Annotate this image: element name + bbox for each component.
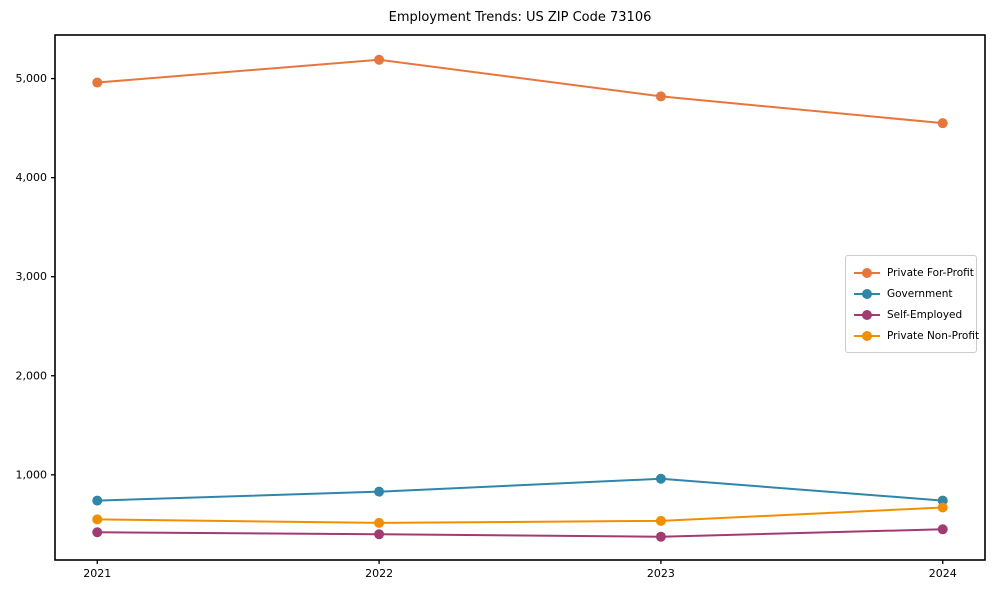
data-point-private-for-profit [655, 91, 666, 102]
x-tick-label: 2021 [83, 567, 111, 580]
x-tick-label: 2023 [647, 567, 675, 580]
y-tick-label: 5,000 [16, 72, 48, 85]
series-line-self-employed [96, 528, 944, 538]
y-tick-label: 3,000 [16, 270, 48, 283]
legend-label-self-employed: Self-Employed [887, 308, 963, 321]
y-tick-label: 2,000 [16, 369, 48, 382]
legend-marker-dot [862, 309, 872, 320]
data-point-private-non-profit [374, 517, 385, 528]
legend-entry-government: Government [854, 283, 968, 304]
data-point-private-non-profit [655, 515, 666, 526]
data-point-private-non-profit [92, 514, 103, 525]
legend-label-private-for-profit: Private For-Profit [887, 266, 974, 279]
legend-line-marker-icon [854, 267, 880, 278]
data-point-private-for-profit [374, 54, 385, 65]
y-tick-label: 1,000 [16, 468, 48, 481]
legend-label-government: Government [887, 287, 953, 300]
data-point-government [937, 495, 948, 506]
data-point-government [655, 473, 666, 484]
data-point-government [92, 495, 103, 506]
legend-marker-dot [862, 267, 872, 278]
legend-entry-private-non-profit: Private Non-Profit [854, 325, 979, 346]
data-point-private-for-profit [92, 77, 103, 88]
legend-line-marker-icon [854, 330, 880, 341]
data-point-self-employed [937, 524, 948, 535]
x-tick-label: 2024 [929, 567, 957, 580]
legend-line-marker-icon [854, 309, 880, 320]
plot-border [54, 34, 986, 561]
legend-line-marker-icon [854, 288, 880, 299]
chart-legend: Private For-Profit Government Self-Employe… [845, 255, 979, 353]
legend-marker-dot [862, 288, 872, 299]
data-point-private-for-profit [937, 118, 948, 129]
chart-title: Employment Trends: US ZIP Code 73106 [388, 10, 652, 25]
data-point-self-employed [374, 529, 385, 540]
y-tick-label: 4,000 [16, 171, 48, 184]
legend-entry-self-employed: Self-Employed [854, 304, 968, 325]
data-point-self-employed [655, 531, 666, 542]
series-line-government [96, 477, 944, 502]
legend-label-private-non-profit: Private Non-Profit [887, 329, 980, 342]
x-tick-label: 2022 [365, 567, 393, 580]
series-line-private-non-profit [96, 506, 944, 524]
data-point-self-employed [92, 527, 103, 538]
legend-entry-private-for-profit: Private For-Profit [854, 262, 974, 283]
legend-marker-dot [862, 330, 872, 341]
data-point-government [374, 486, 385, 497]
data-point-private-non-profit [937, 502, 948, 513]
series-line-private-for-profit [96, 58, 944, 125]
